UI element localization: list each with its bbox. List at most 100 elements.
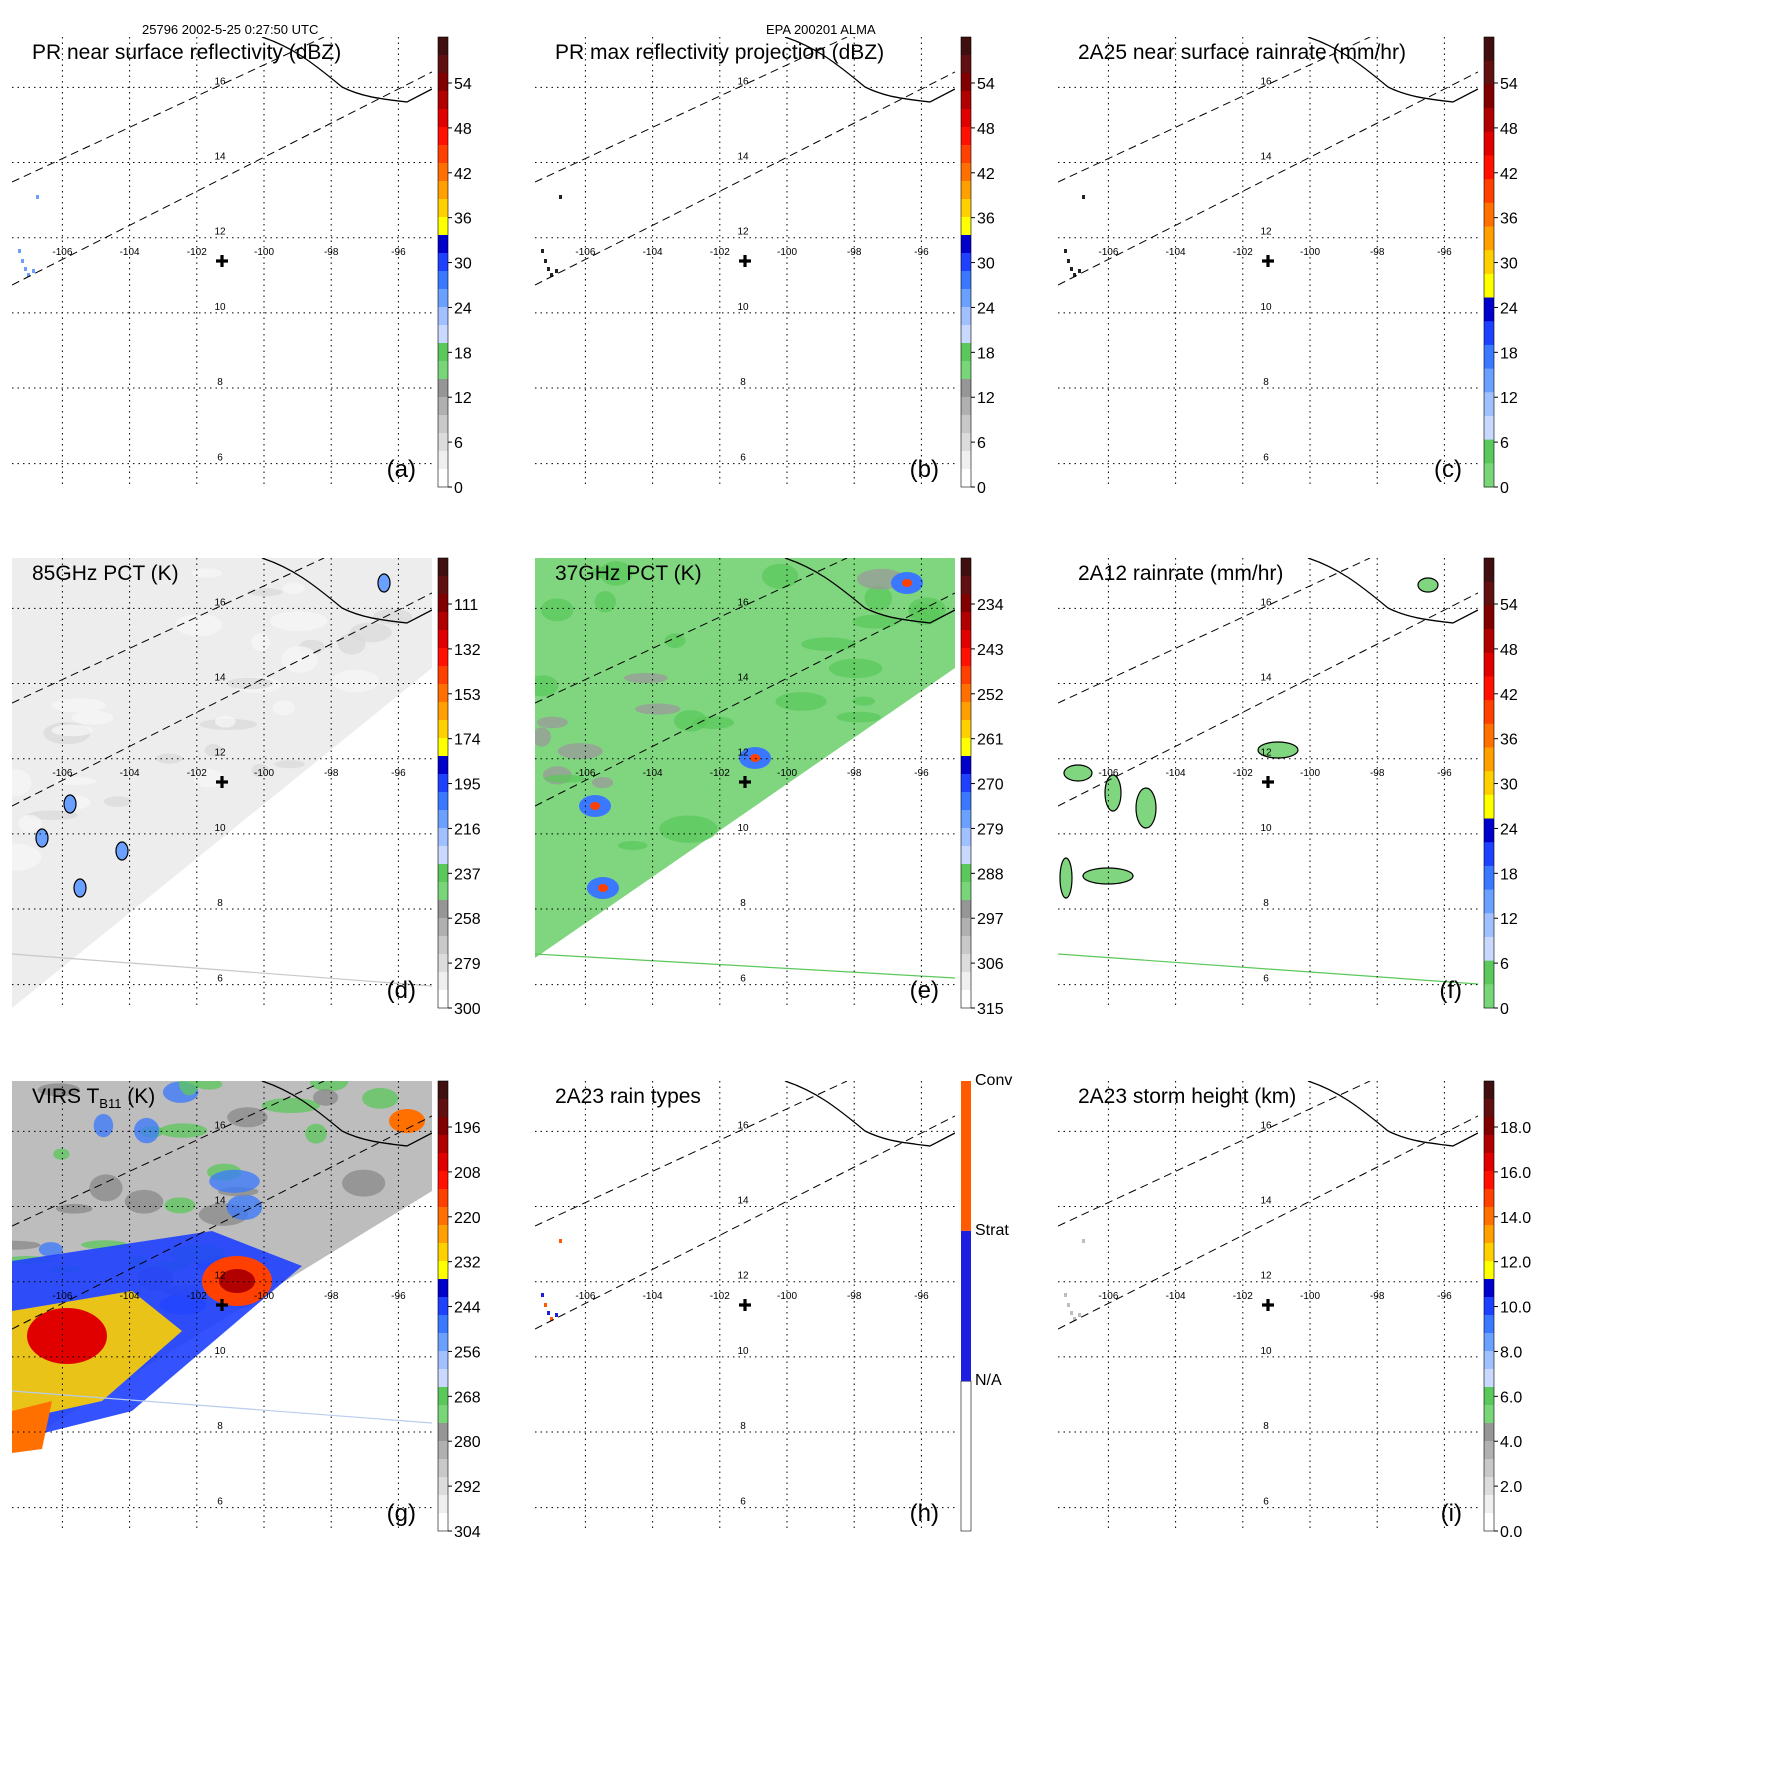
latitude-label: 6: [217, 974, 223, 985]
latitude-label: 10: [1260, 302, 1272, 313]
ice-scattering-cell: [377, 573, 391, 593]
pr-swath-edge: [1058, 558, 1371, 704]
longitude-label: -102: [710, 247, 730, 258]
longitude-label: -98: [847, 768, 862, 779]
colorbar-frame: [437, 36, 449, 488]
panel-letter: (a): [387, 456, 416, 483]
swath-texture: [623, 672, 668, 684]
colorbar-segment: [438, 91, 448, 110]
panel-title: 85GHz PCT (K): [32, 562, 179, 585]
colorbar-label: 195: [454, 777, 481, 794]
colorbar-segment: [1484, 84, 1494, 109]
latitude-label: 12: [1260, 748, 1272, 759]
colorbar-i: 18.0 16.0 14.0 12.0 10.0 8.0 6.0 4.0 2.0 0.0: [1483, 1080, 1531, 1541]
colorbar-label: 12: [454, 390, 472, 407]
colorbar-segment: [438, 1333, 448, 1352]
pr-echo: [1078, 1313, 1081, 1317]
colorbar-segment: [438, 1477, 448, 1496]
colorbar-segment: [1484, 723, 1494, 748]
map-area-i: -106 -104 -102 -100 -98 -96 16 14 12 10 8 6: [1058, 1081, 1478, 1531]
colorbar-label: 42: [977, 166, 995, 183]
map-area-a: -106 -104 -102 -100 -98 -96 16 14 12 10 8 6: [12, 37, 432, 487]
panel-i: -106 -104 -102 -100 -98 -96 16 14 12 10 8 6 2A23 sto…: [1058, 1080, 1531, 1541]
swath-texture: [535, 675, 559, 697]
colorbar-segment: [438, 792, 448, 811]
swath-edge-line: [12, 953, 432, 987]
colorbar-label: 279: [977, 821, 1004, 838]
colorbar-label: 288: [977, 866, 1004, 883]
pr-echo: [550, 1317, 553, 1321]
panel-letter: (f): [1439, 977, 1462, 1004]
panel-h: -106 -104 -102 -100 -98 -96 16 14 12 10 8 6 2A23 rai…: [535, 1072, 1012, 1532]
panel-title: 37GHz PCT (K): [555, 562, 702, 585]
swath-edge-line: [535, 953, 955, 979]
colorbar-label: 252: [977, 687, 1004, 704]
colorbar-label: 306: [977, 956, 1004, 973]
longitude-label: -104: [643, 247, 663, 258]
colorbar-segment: [438, 217, 448, 236]
rain-cell: [1063, 764, 1093, 782]
pr-echo: [36, 195, 39, 199]
colorbar-segment: [1484, 1297, 1494, 1316]
colorbar-segment: [438, 972, 448, 991]
colorbar-label: 6: [1500, 956, 1509, 973]
colorbar-segment: [438, 145, 448, 164]
colorbar-segment: [438, 1369, 448, 1388]
colorbar-segment: [438, 1261, 448, 1280]
pr-swath-edge: [12, 558, 325, 704]
longitude-label: -106: [575, 768, 595, 779]
longitude-label: -96: [914, 247, 929, 258]
map-area-b: -106 -104 -102 -100 -98 -96 16 14 12 10 8 6: [535, 37, 955, 487]
colorbar-label: 297: [977, 911, 1004, 928]
rain-cell: [1082, 867, 1134, 885]
colorbar-segment: [438, 1495, 448, 1514]
longitude-label: -96: [914, 1291, 929, 1302]
swath-texture: [349, 622, 392, 643]
colorbar-label: 0: [454, 480, 463, 497]
colorbar-segment: [438, 900, 448, 919]
colorbar-label: 36: [1500, 732, 1518, 749]
colorbar-segment: [1484, 558, 1494, 583]
ice-scattering-core: [590, 802, 600, 810]
pr-echo: [1064, 249, 1067, 253]
colorbar-segment: [438, 1405, 448, 1424]
longitude-label: -102: [187, 247, 207, 258]
colorbar-segment: [438, 1171, 448, 1190]
colorbar-segment: [961, 109, 971, 128]
deep-convection-core: [389, 1109, 425, 1133]
colorbar-segment: [961, 1081, 971, 1231]
colorbar-frame: [1483, 557, 1495, 1009]
storm-center-marker: [216, 1299, 228, 1311]
colorbar-segment: [961, 576, 971, 595]
storm-center-marker: [216, 255, 228, 267]
colorbar-segment: [1484, 1351, 1494, 1370]
pr-echo: [1070, 1311, 1073, 1315]
pr-swath-edge: [535, 71, 955, 286]
panel-title: 2A12 rainrate (mm/hr): [1078, 562, 1283, 585]
swath-texture: [594, 591, 616, 613]
colorbar-segment: [961, 91, 971, 110]
deep-convection-core: [219, 1269, 255, 1293]
colorbar-segment: [1484, 131, 1494, 156]
colorbar-segment: [438, 630, 448, 649]
coastline: [1307, 37, 1478, 103]
coastline: [261, 558, 432, 624]
swath-texture: [178, 1081, 200, 1096]
colorbar-label: 232: [454, 1255, 481, 1272]
latitude-label: 10: [1260, 1346, 1272, 1357]
swath-edge-line: [12, 1390, 432, 1424]
panel-g: -106 -104 -102 -100 -98 -96 16 14 12 10 8 6 VIRS TB1…: [12, 1080, 481, 1541]
swath-texture: [204, 744, 223, 757]
colorbar-label: 54: [1500, 76, 1518, 93]
swath-texture: [269, 611, 328, 631]
map-area-c: -106 -104 -102 -100 -98 -96 16 14 12 10 8 6: [1058, 37, 1478, 487]
colorbar-segment: [438, 451, 448, 470]
colorbar-segment: [961, 433, 971, 452]
map-area-e: -106 -104 -102 -100 -98 -96 16 14 12 10 8 6: [535, 558, 955, 1008]
longitude-label: -100: [777, 247, 797, 258]
longitude-label: -100: [1300, 768, 1320, 779]
colorbar-label: 30: [1500, 777, 1518, 794]
colorbar-segment: [1484, 1279, 1494, 1298]
colorbar-segment: [1484, 1099, 1494, 1118]
colorbar-segment: [438, 469, 448, 488]
